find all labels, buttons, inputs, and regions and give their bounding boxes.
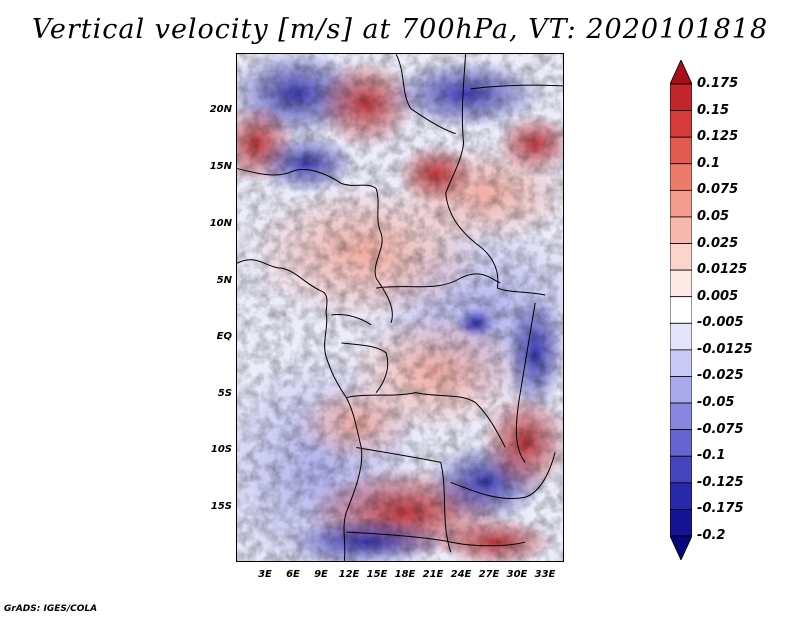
colorbar-segment bbox=[670, 509, 692, 537]
lon-tick-label: 15E bbox=[366, 569, 388, 580]
colorbar-tick-label: -0.0125 bbox=[697, 341, 753, 357]
colorbar-tick-label: 0.15 bbox=[697, 102, 730, 118]
lat-tick-label: EQ bbox=[216, 331, 232, 342]
colorbar-tick-label: 0.125 bbox=[697, 129, 739, 145]
colorbar bbox=[670, 60, 692, 560]
colorbar-tick-label: 0.0125 bbox=[697, 262, 748, 278]
lon-tick-label: 18E bbox=[394, 569, 416, 580]
map-title: Vertical velocity [m/s] at 700hPa, VT: 2… bbox=[31, 14, 769, 45]
colorbar-tick-label: -0.05 bbox=[697, 395, 735, 411]
colorbar-tick-label: -0.075 bbox=[697, 421, 744, 437]
colorbar-segment bbox=[670, 216, 692, 244]
colorbar-segment bbox=[670, 269, 692, 298]
lon-tick-label: 9E bbox=[314, 569, 328, 580]
colorbar-segment bbox=[670, 455, 692, 484]
colorbar-tick-label: -0.005 bbox=[697, 315, 744, 331]
lon-tick-label: 24E bbox=[450, 569, 472, 580]
lon-tick-label: 3E bbox=[258, 569, 272, 580]
colorbar-segment bbox=[670, 429, 692, 457]
map-panel bbox=[236, 53, 564, 562]
colorbar-segment bbox=[670, 189, 692, 218]
lat-tick-label: 10S bbox=[210, 444, 232, 455]
colorbar-segment bbox=[670, 243, 692, 271]
lat-tick-label: 10N bbox=[209, 218, 232, 229]
colorbar-tick-label: 0.05 bbox=[697, 208, 730, 224]
colorbar-tick-label: -0.2 bbox=[697, 528, 726, 543]
colorbar-max-arrow bbox=[670, 60, 692, 85]
lat-tick-label: 15N bbox=[209, 161, 232, 172]
colorbar-tick-label: 0.025 bbox=[697, 235, 739, 251]
colorbar-tick-label: -0.025 bbox=[697, 368, 744, 384]
colorbar-segment bbox=[670, 83, 692, 111]
colorbar-segment bbox=[670, 296, 692, 324]
colorbar-tick-label: 0.075 bbox=[697, 182, 739, 198]
colorbar-tick-label: 0.175 bbox=[697, 76, 739, 91]
colorbar-segment bbox=[670, 136, 692, 165]
colorbar-tick-label: -0.1 bbox=[697, 448, 726, 464]
lon-tick-label: 27E bbox=[478, 569, 500, 580]
colorbar-tick-label: -0.125 bbox=[697, 474, 744, 490]
lon-tick-label: 6E bbox=[286, 569, 300, 580]
lon-tick-label: 33E bbox=[534, 569, 556, 580]
colorbar-tick-label: -0.175 bbox=[697, 501, 744, 517]
vertical-velocity-field bbox=[237, 54, 563, 561]
colorbar-segment bbox=[670, 322, 692, 351]
lat-tick-label: 20N bbox=[209, 104, 232, 115]
lat-tick-label: 5S bbox=[217, 388, 232, 399]
colorbar-segment bbox=[670, 110, 692, 138]
lon-tick-label: 12E bbox=[338, 569, 360, 580]
colorbar-tick-label: 0.1 bbox=[697, 155, 721, 171]
colorbar-segment bbox=[670, 482, 692, 510]
colorbar-min-arrow bbox=[670, 535, 692, 560]
colorbar-segment bbox=[670, 163, 692, 191]
colorbar-segment bbox=[670, 402, 692, 431]
lon-tick-label: 21E bbox=[422, 569, 444, 580]
lat-tick-label: 15S bbox=[210, 501, 232, 512]
colorbar-segment bbox=[670, 349, 692, 377]
colorbar-tick-label: 0.005 bbox=[697, 288, 739, 304]
colorbar-segment bbox=[670, 376, 692, 404]
lat-tick-label: 5N bbox=[216, 275, 232, 286]
grads-credit: GrADS: IGES/COLA bbox=[4, 604, 98, 614]
lon-tick-label: 30E bbox=[506, 569, 528, 580]
